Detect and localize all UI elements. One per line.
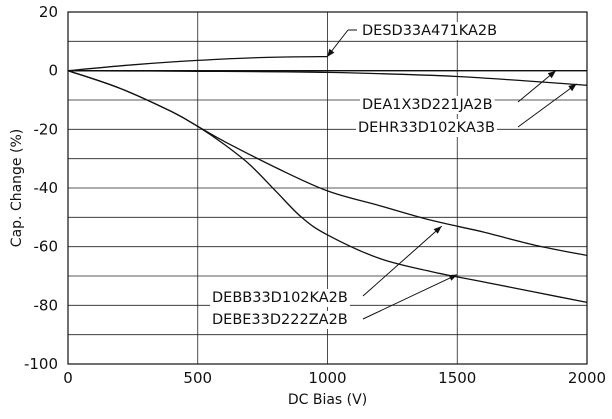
y-tick-label: -60 [34,238,59,256]
x-tick-label: 2000 [568,369,606,387]
leader-line-dea1x3d221ja2b [517,70,557,103]
series-label-dehr33d102ka3b: DEHR33D102KA3B [358,120,495,136]
series-label-background [210,311,350,329]
x-tick-label: 500 [183,369,212,387]
y-tick-label: 20 [39,3,58,21]
arrowhead-debe33d222za2b [448,274,458,281]
series-line-desd33a471ka2b [67,55,328,72]
y-tick-label: -100 [24,355,58,373]
y-tick-label: -20 [34,120,59,138]
y-axis-title: Cap. Change (%) [9,129,25,247]
plot-frame [67,11,588,365]
y-tick-label: -80 [34,296,59,314]
annotation-layer: DESD33A471KA2B DEA1X3D221JA2B DEHR33D102KA… [210,22,577,329]
arrowhead-dea1x3d221ja2b [547,70,556,79]
arrowhead-debb33d102ka2b [433,226,442,234]
series-line-dehr33d102ka3b [67,70,588,86]
x-tick-label: 1500 [438,369,476,387]
series-label-debb33d102ka2b: DEBB33D102KA2B [212,290,348,306]
y-tick-label: 0 [48,62,58,80]
arrowhead-desd33a471ka2b [327,48,335,57]
x-axis-title: DC Bias (V) [288,392,367,408]
series-label-background [356,119,497,137]
series-label-background [360,96,495,114]
x-tick-label: 0 [63,369,73,387]
series-label-background [360,22,500,40]
tick-labels: 0 500 1000 1500 2000 20 0 -20 -40 -60 -80 -100 [24,3,606,387]
series-label-desd33a471ka2b: DESD33A471KA2B [362,23,497,39]
leader-line-debb33d102ka2b [362,225,443,297]
y-tick-label: -40 [34,179,59,197]
series-layer [67,55,588,304]
arrowhead-dehr33d102ka3b [568,83,577,92]
leader-line-dehr33d102ka3b [517,83,577,128]
series-label-debe33d222za2b: DEBE33D222ZA2B [212,312,348,328]
x-tick-label: 1000 [308,369,346,387]
series-label-dea1x3d221ja2b: DEA1X3D221JA2B [362,97,493,113]
series-line-debe33d222za2b [67,70,588,304]
leader-line-debe33d222za2b [362,274,458,320]
series-label-background [210,289,350,307]
